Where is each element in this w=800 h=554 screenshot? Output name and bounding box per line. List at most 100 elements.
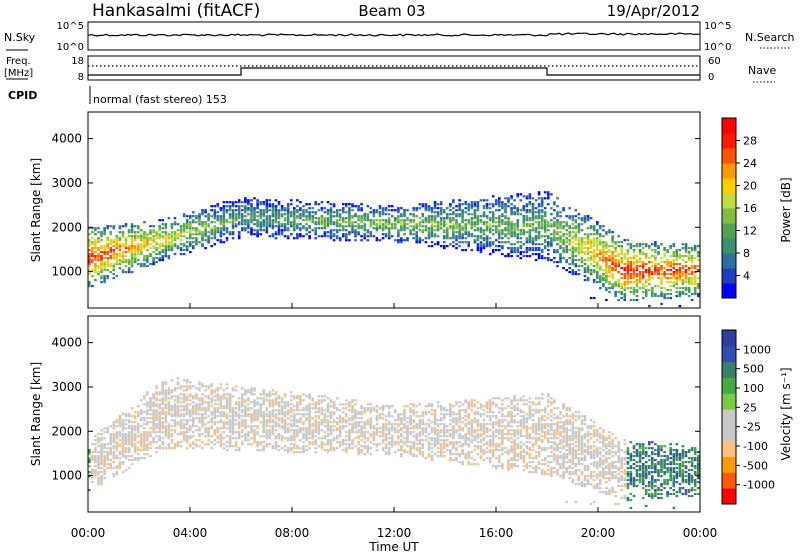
- heatmap-cell: [430, 207, 434, 210]
- heatmap-cell: [271, 235, 275, 238]
- heatmap-cell: [342, 209, 345, 212]
- heatmap-cell: [293, 447, 296, 450]
- heatmap-cell: [381, 407, 385, 410]
- heatmap-cell: [586, 239, 590, 242]
- heatmap-cell: [192, 219, 195, 222]
- heatmap-cell: [308, 417, 311, 420]
- heatmap-cell: [124, 443, 128, 446]
- heatmap-cell: [130, 253, 134, 256]
- heatmap-cell: [495, 249, 498, 252]
- heatmap-cell: [415, 227, 418, 230]
- heatmap-cell: [412, 237, 415, 240]
- heatmap-cell: [439, 225, 443, 228]
- heatmap-cell: [403, 419, 406, 422]
- heatmap-cell: [507, 201, 510, 204]
- heatmap-cell: [390, 223, 394, 226]
- heatmap-cell: [137, 245, 140, 248]
- heatmap-cell: [332, 407, 336, 410]
- heatmap-cell: [112, 269, 116, 272]
- heatmap-cell: [363, 421, 366, 424]
- heatmap-cell: [605, 257, 608, 260]
- heatmap-cell: [565, 241, 568, 244]
- heatmap-cell: [583, 243, 587, 246]
- heatmap-cell: [635, 294, 639, 298]
- heatmap-cell: [620, 251, 623, 254]
- heatmap-cell: [317, 425, 321, 428]
- heatmap-cell: [146, 411, 149, 414]
- heatmap-cell: [608, 287, 611, 290]
- heatmap-cell: [348, 435, 351, 438]
- heatmap-cell: [491, 243, 495, 246]
- heatmap-cell: [106, 261, 109, 264]
- heatmap-cell: [286, 203, 290, 206]
- heatmap-cell: [265, 225, 269, 228]
- heatmap-cell: [366, 451, 370, 454]
- heatmap-cell: [654, 285, 657, 288]
- heatmap-cell: [182, 231, 186, 234]
- heatmap-cell: [256, 411, 259, 414]
- heatmap-cell: [268, 431, 272, 434]
- heatmap-cell: [274, 391, 278, 394]
- heatmap-cell: [121, 259, 125, 262]
- heatmap-cell: [387, 233, 391, 236]
- heatmap-cell: [342, 203, 345, 206]
- heatmap-cell: [577, 253, 581, 256]
- heatmap-cell: [198, 429, 201, 432]
- heatmap-cell: [384, 419, 388, 422]
- heatmap-cell: [265, 421, 269, 424]
- heatmap-cell: [195, 243, 198, 246]
- heatmap-cell: [592, 269, 596, 272]
- heatmap-cell: [130, 237, 134, 240]
- heatmap-cell: [611, 277, 614, 280]
- colorbar-swatch: [722, 253, 736, 269]
- heatmap-cell: [250, 213, 253, 216]
- heatmap-cell: [363, 215, 366, 218]
- heatmap-cell: [458, 233, 461, 236]
- heatmap-cell: [216, 389, 220, 392]
- heatmap-cell: [629, 281, 633, 284]
- heatmap-cell: [488, 241, 492, 244]
- heatmap-cell: [513, 227, 516, 230]
- heatmap-cell: [654, 245, 657, 248]
- heatmap-cell: [91, 231, 94, 234]
- heatmap-cell: [672, 265, 676, 268]
- heatmap-cell: [433, 421, 437, 424]
- heatmap-cell: [409, 233, 412, 236]
- heatmap-cell: [237, 211, 241, 214]
- heatmap-cell: [305, 445, 308, 448]
- heatmap-cell: [543, 219, 547, 222]
- heatmap-cell: [485, 227, 489, 230]
- heatmap-cell: [296, 447, 299, 450]
- heatmap-cell: [140, 409, 143, 412]
- heatmap-cell: [577, 265, 581, 268]
- heatmap-cell: [283, 225, 287, 228]
- heatmap-cell: [201, 243, 204, 246]
- heatmap-cell: [559, 225, 562, 228]
- heatmap-cell: [525, 225, 529, 228]
- heatmap-cell: [485, 239, 489, 242]
- heatmap-cell: [329, 219, 333, 222]
- heatmap-cell: [296, 425, 299, 428]
- heatmap-cell: [216, 393, 220, 396]
- heatmap-cell: [91, 227, 94, 230]
- heatmap-cell: [293, 429, 296, 432]
- heatmap-cell: [140, 425, 143, 428]
- heatmap-cell: [571, 237, 575, 240]
- heatmap-cell: [507, 231, 510, 234]
- heatmap-cell: [620, 247, 623, 250]
- heatmap-cell: [308, 235, 311, 238]
- heatmap-cell: [418, 449, 422, 452]
- heatmap-cell: [305, 431, 308, 434]
- heatmap-cell: [299, 201, 302, 204]
- heatmap-cell: [109, 425, 112, 428]
- heatmap-cell: [198, 229, 201, 232]
- heatmap-cell: [198, 419, 201, 422]
- heatmap-cell: [179, 229, 183, 232]
- heatmap-cell: [231, 423, 235, 426]
- heatmap-cell: [277, 409, 281, 412]
- heatmap-cell: [678, 273, 682, 276]
- heatmap-cell: [173, 253, 177, 256]
- heatmap-cell: [363, 427, 366, 430]
- heatmap-cell: [329, 221, 333, 224]
- heatmap-cell: [427, 215, 431, 218]
